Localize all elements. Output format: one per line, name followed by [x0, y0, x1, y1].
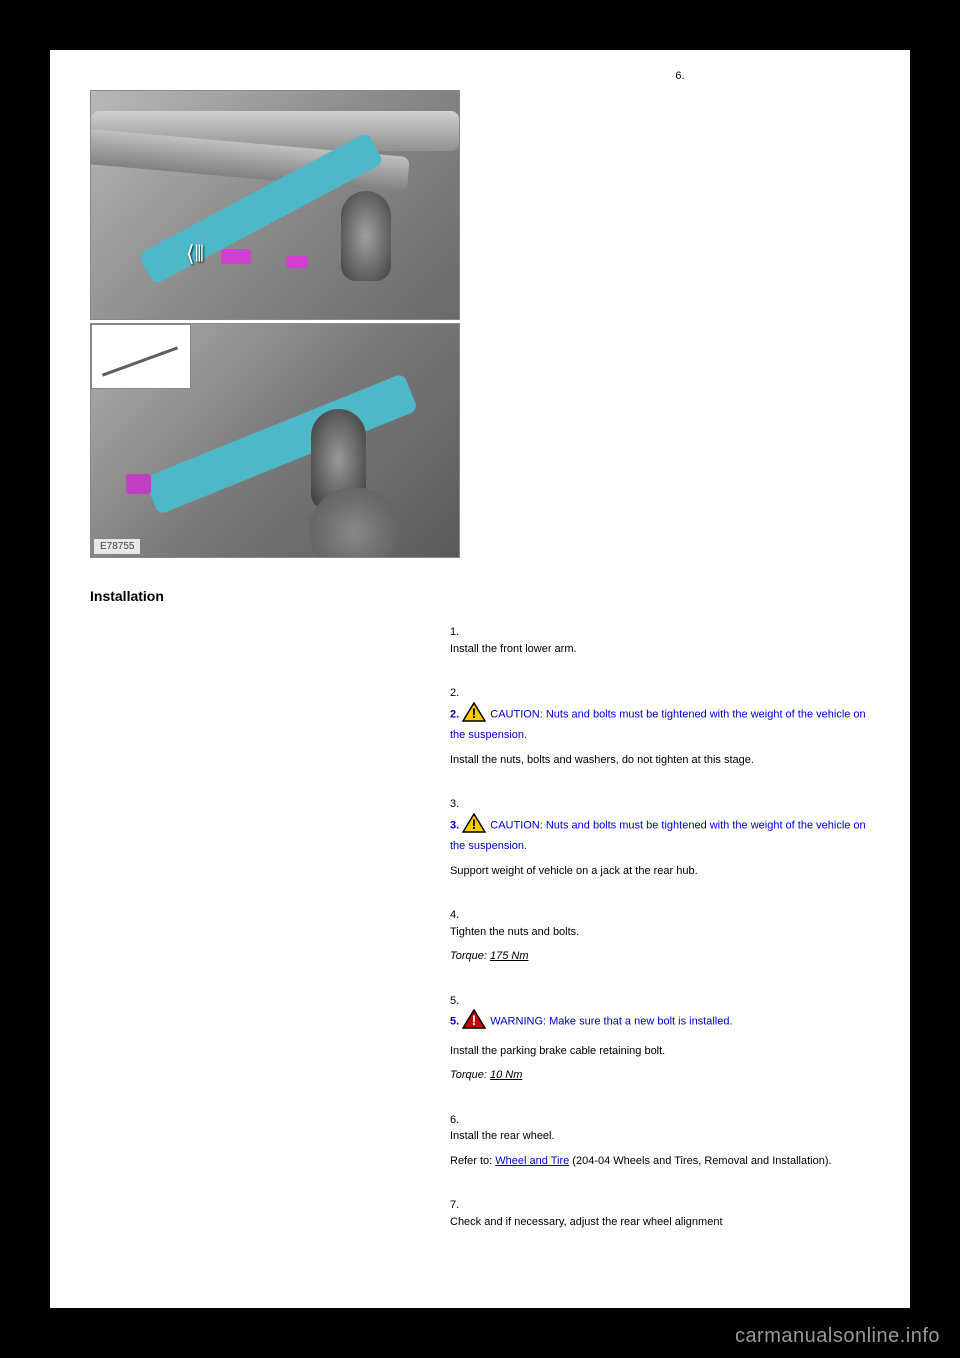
step-item: 7. Check and if necessary, adjust the re… — [450, 1197, 890, 1230]
step-content: 3. ! CAUTION: Nuts and bolts must be tig… — [450, 813, 870, 880]
diagram-arrow-icon: ⟨⫴ — [186, 241, 204, 267]
svg-text:!: ! — [472, 705, 477, 721]
svg-text:!: ! — [472, 1012, 477, 1028]
step-body-text: Support weight of vehicle on a jack at t… — [450, 863, 870, 880]
step-content: 5. ! WARNING: Make sure that a new bolt … — [450, 1009, 870, 1084]
step-content: Install the rear wheel. Refer to: Wheel … — [450, 1128, 870, 1169]
step-item: 5. 5. ! WARNING: Make sure that a new bo… — [450, 993, 890, 1084]
refer-prefix: Refer to: — [450, 1155, 495, 1167]
step-item: 3. 3. ! CAUTION: Nuts and bolts must be … — [450, 796, 890, 879]
diagram-reference-label: E78755 — [94, 539, 140, 554]
diagram-container: ⟨⫴ E78755 — [90, 90, 890, 558]
caution-icon: ! — [462, 813, 486, 839]
step-item: 6. Install the rear wheel. Refer to: Whe… — [450, 1112, 890, 1170]
refer-link[interactable]: Wheel and Tire — [495, 1155, 569, 1167]
step-bold-prefix: 3. — [450, 819, 459, 831]
step-body-text: Install the parking brake cable retainin… — [450, 1043, 870, 1060]
diagram-upper: ⟨⫴ — [90, 90, 460, 320]
step-item: 2. 2. ! CAUTION: Nuts and bolts must be … — [450, 685, 890, 768]
caution-text: CAUTION: Nuts and bolts must be tightene… — [450, 708, 866, 741]
step-number: 5. — [450, 993, 470, 1010]
svg-text:!: ! — [472, 816, 477, 832]
step-item: 4. Tighten the nuts and bolts. Torque: 1… — [450, 907, 890, 965]
step-number-marker: 6. — [470, 70, 890, 82]
step-bold-prefix: 2. — [450, 708, 459, 720]
diagram-lower: E78755 — [90, 323, 460, 558]
step-text: Install the front lower arm. — [450, 641, 870, 658]
step-number: 2. — [450, 685, 470, 702]
section-heading: Installation — [90, 588, 890, 604]
step-text: Check and if necessary, adjust the rear … — [450, 1214, 870, 1231]
step-number: 7. — [450, 1197, 470, 1214]
diagram-tool-element — [102, 346, 178, 376]
diagram-inset — [91, 324, 191, 389]
step-text: Install the rear wheel. — [450, 1130, 555, 1142]
step-refer: Refer to: Wheel and Tire (204-04 Wheels … — [450, 1153, 870, 1170]
step-number: 4. — [450, 907, 470, 924]
step-number: 6. — [450, 1112, 470, 1129]
diagram-bolt-element — [126, 474, 151, 494]
refer-suffix: (204-04 Wheels and Tires, Removal and In… — [569, 1155, 831, 1167]
step-number: 1. — [450, 624, 470, 641]
caution-text: CAUTION: Nuts and bolts must be tightene… — [450, 819, 866, 852]
warning-text: WARNING: Make sure that a new bolt is in… — [490, 1016, 732, 1028]
warning-icon: ! — [462, 1009, 486, 1035]
torque-value: 10 Nm — [490, 1069, 522, 1081]
torque-label: Torque: — [450, 950, 487, 962]
torque-value: 175 Nm — [490, 950, 529, 962]
step-bold-prefix: 5. — [450, 1016, 459, 1028]
torque-spec: Torque: 10 Nm — [450, 1067, 870, 1084]
step-item: 1. Install the front lower arm. — [450, 624, 890, 657]
torque-spec: Torque: 175 Nm — [450, 948, 870, 965]
step-body-text: Install the nuts, bolts and washers, do … — [450, 752, 870, 769]
diagram-joint-element — [341, 191, 391, 281]
diagram-bolt-element — [221, 249, 251, 264]
diagram-bolt-element — [286, 256, 308, 268]
step-content: 2. ! CAUTION: Nuts and bolts must be tig… — [450, 702, 870, 769]
torque-label: Torque: — [450, 1069, 487, 1081]
caution-icon: ! — [462, 702, 486, 728]
step-content: Tighten the nuts and bolts. Torque: 175 … — [450, 924, 870, 965]
step-number: 3. — [450, 796, 470, 813]
step-text: Tighten the nuts and bolts. — [450, 926, 579, 938]
watermark: carmanualsonline.info — [735, 1325, 940, 1348]
installation-steps: 1. Install the front lower arm. 2. 2. ! … — [450, 624, 890, 1230]
